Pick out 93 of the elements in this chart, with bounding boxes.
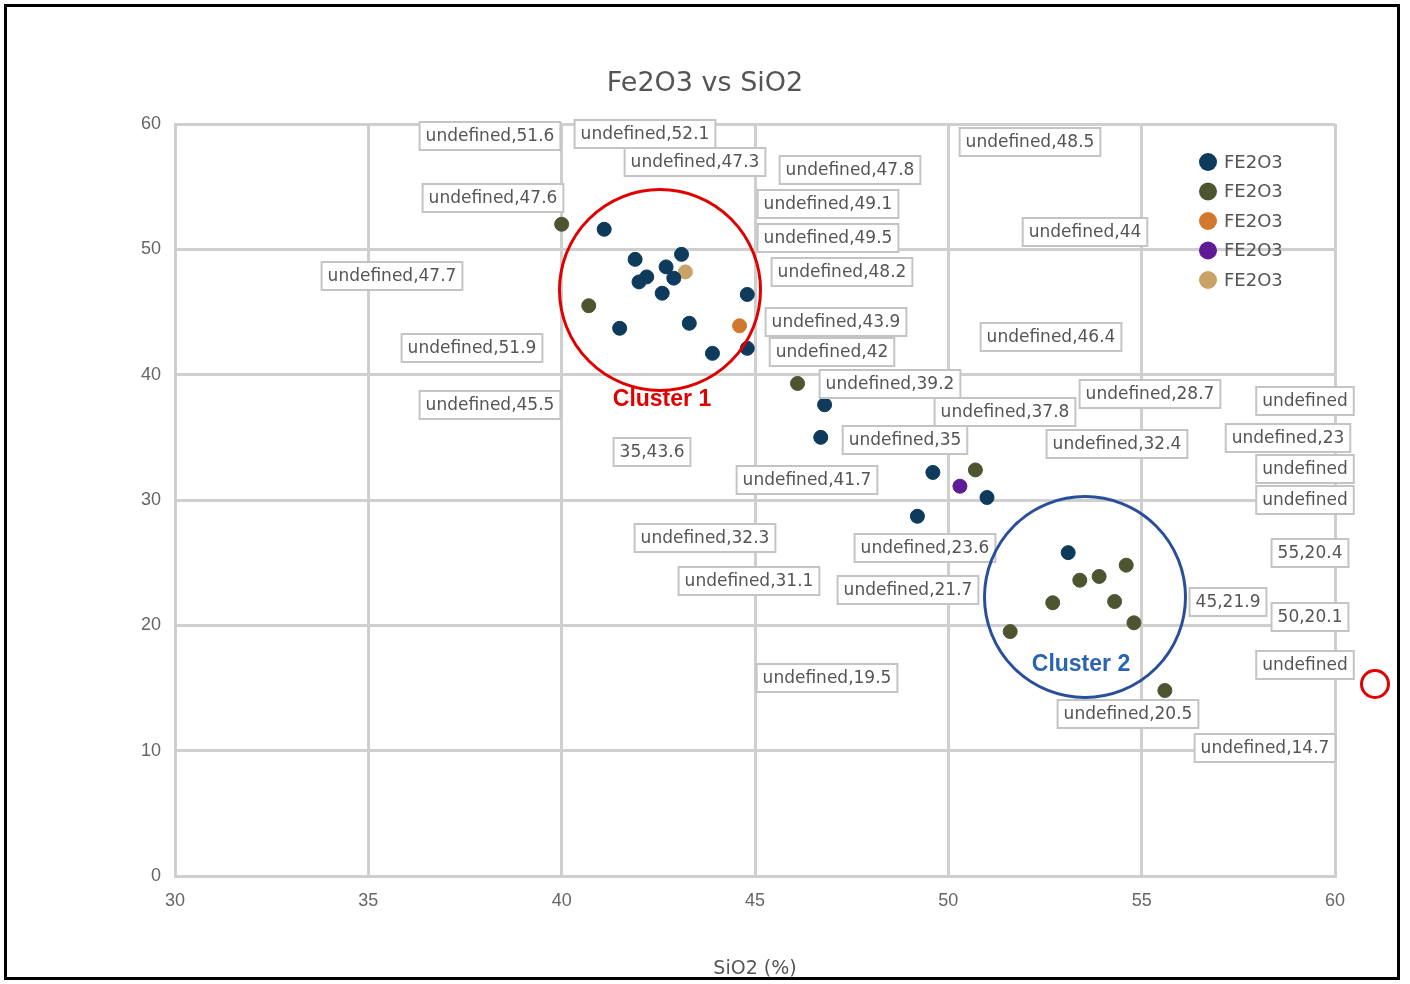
chart-title: Fe2O3 vs SiO2 [605, 66, 805, 97]
point [1002, 624, 1018, 640]
annotation: undefined,39.2 [825, 373, 955, 394]
annotation: undefined,20.5 [1063, 703, 1193, 724]
annotation: undefined,23 [1231, 427, 1345, 448]
annotation: undefined,31.1 [684, 570, 814, 591]
point [554, 216, 570, 232]
annotation: undefined [1262, 458, 1348, 479]
point [596, 221, 612, 237]
annotation: undefined,21.7 [843, 579, 973, 600]
annotation: undefined,46.4 [986, 326, 1116, 347]
annotation: undefined,48.2 [777, 261, 907, 282]
x-tick-label: 30 [164, 889, 186, 910]
annotation: undefined,52.1 [580, 123, 710, 144]
point [612, 320, 628, 336]
annotation: undefined,49.5 [763, 227, 893, 248]
y-tick-label: 60 [140, 112, 161, 133]
annotation: undefined,45.5 [425, 394, 555, 415]
point [967, 462, 983, 478]
point [704, 345, 720, 361]
point [677, 264, 693, 280]
annotation: 50,20.1 [1277, 606, 1343, 627]
point [681, 315, 697, 331]
point [1126, 615, 1142, 631]
y-tick-label: 20 [140, 614, 161, 635]
y-tick-label: 30 [140, 488, 161, 509]
point [1107, 594, 1123, 610]
annotation: undefined,43.9 [771, 311, 901, 332]
point [925, 464, 941, 480]
annotation: undefined,51.6 [425, 125, 555, 146]
y-tick-label: 10 [140, 739, 161, 760]
point [813, 429, 829, 445]
point [1045, 595, 1061, 611]
legend-label: FE2O3 [1224, 239, 1283, 261]
annotation: 45,21.9 [1195, 591, 1261, 612]
legend-label: FE2O3 [1224, 268, 1283, 290]
point [909, 508, 925, 524]
annotation: undefined,32.3 [640, 527, 770, 548]
x-tick-label: 45 [744, 889, 766, 910]
annotation: undefined,42 [775, 341, 889, 362]
x-axis-title: SiO2 (%) [713, 955, 797, 978]
annotation: undefined,47.6 [428, 187, 558, 208]
annotation: undefined,41.7 [742, 469, 872, 490]
annotation: undefined,51.9 [407, 337, 537, 358]
point [631, 274, 647, 290]
point [674, 246, 690, 262]
annotation: Cluster 2 [1031, 650, 1131, 677]
point [1060, 545, 1076, 561]
y-tick-label: 50 [140, 238, 161, 259]
annotation: Cluster 1 [612, 385, 712, 412]
annotation: undefined [1262, 489, 1348, 510]
point [654, 285, 670, 301]
annotation: undefined,47.3 [630, 151, 760, 172]
annotation: undefined,49.1 [763, 193, 893, 214]
annotation: undefined,23.6 [860, 537, 990, 558]
x-tick-label: 60 [1324, 889, 1346, 910]
x-tick-label: 55 [1131, 889, 1152, 910]
annotation: undefined,47.8 [785, 159, 915, 180]
point [1072, 572, 1088, 588]
annotation: undefined,47.7 [327, 265, 457, 286]
point [952, 478, 968, 494]
annotation: undefined [1262, 390, 1348, 411]
x-tick-label: 40 [551, 889, 572, 910]
x-tick-label: 35 [358, 889, 379, 910]
point [739, 286, 755, 302]
legend-label: FE2O3 [1224, 209, 1283, 231]
annotation: undefined [1262, 654, 1348, 675]
annotation: undefined,44 [1028, 221, 1142, 242]
point [790, 375, 806, 391]
point [581, 298, 597, 314]
annotation: undefined,14.7 [1200, 737, 1330, 758]
annotation: 35,43.6 [619, 441, 685, 462]
annotation: undefined,37.8 [940, 401, 1070, 422]
point [979, 489, 995, 505]
annotation: undefined,19.5 [762, 667, 892, 688]
annotation: undefined,35 [848, 429, 962, 450]
y-tick-label: 0 [150, 864, 161, 885]
annotation: undefined,32.4 [1052, 433, 1182, 454]
annotation: undefined,28.7 [1085, 383, 1215, 404]
point [1157, 683, 1173, 699]
point [627, 251, 643, 267]
annotation: 55,20.4 [1277, 542, 1343, 563]
legend-label: FE2O3 [1224, 150, 1283, 172]
point [1118, 557, 1134, 573]
x-tick-label: 50 [938, 889, 959, 910]
y-tick-label: 40 [140, 363, 161, 384]
point [817, 397, 833, 413]
annotation: undefined,48.5 [965, 131, 1095, 152]
point [732, 318, 748, 334]
point [658, 259, 674, 275]
point [1091, 568, 1107, 584]
legend-label: FE2O3 [1224, 180, 1283, 202]
point [666, 270, 682, 286]
